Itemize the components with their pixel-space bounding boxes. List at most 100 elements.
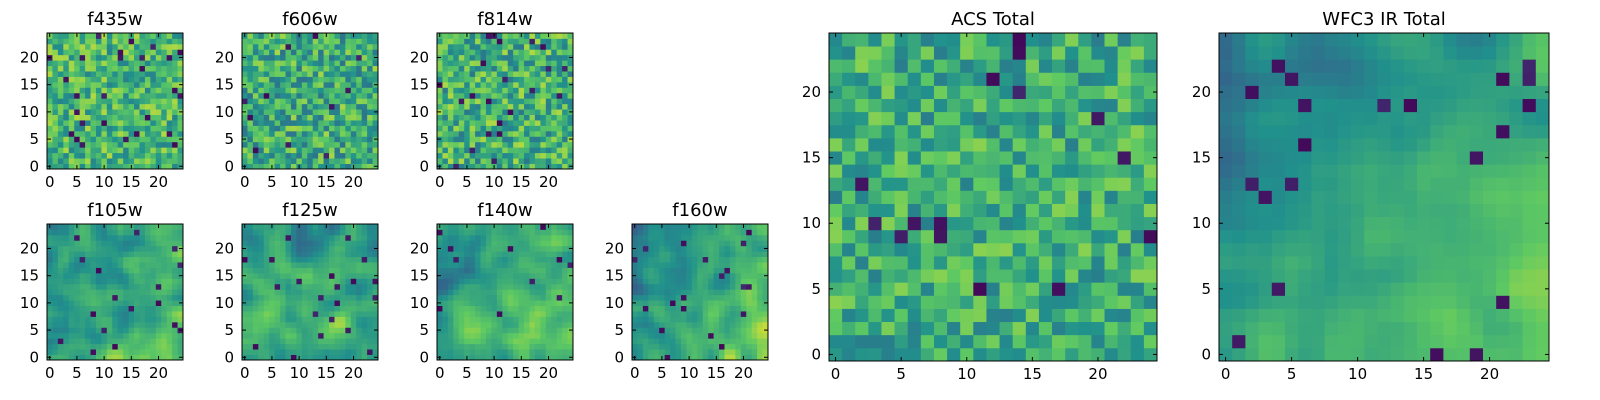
- heatmap-cell: [491, 109, 498, 115]
- heatmap-cell: [345, 103, 352, 110]
- heatmap-cell: [697, 338, 704, 345]
- heatmap-cell: [702, 272, 709, 279]
- heatmap-cell: [894, 347, 909, 362]
- heatmap-cell: [496, 256, 503, 263]
- heatmap-cell: [757, 267, 763, 274]
- heatmap-cell: [947, 256, 961, 270]
- heatmap-cell: [485, 141, 492, 148]
- heatmap-cell: [697, 267, 704, 274]
- heatmap-cell: [464, 289, 471, 296]
- heatmap-cell: [101, 229, 108, 236]
- heatmap-cell: [485, 267, 492, 274]
- heatmap-cell: [567, 256, 574, 263]
- heatmap-cell: [95, 300, 102, 306]
- heatmap-cell: [729, 294, 736, 301]
- heatmap-cell: [57, 300, 64, 306]
- heatmap-cell: [361, 109, 368, 115]
- heatmap-cell: [242, 332, 248, 339]
- heatmap-cell: [648, 289, 655, 296]
- heatmap-cell: [829, 242, 843, 257]
- heatmap-cell: [47, 87, 53, 94]
- heatmap-cell: [475, 125, 481, 132]
- heatmap-cell: [447, 125, 454, 132]
- heatmap-cell: [155, 300, 162, 306]
- heatmap-cell: [361, 114, 368, 121]
- heatmap-cell: [1130, 256, 1145, 270]
- heatmap-cell: [350, 65, 357, 72]
- heatmap-cell: [740, 294, 747, 301]
- heatmap-cell: [128, 262, 135, 268]
- heatmap-cell: [513, 60, 519, 67]
- heatmap-cell: [47, 141, 53, 148]
- heatmap-cell: [442, 283, 449, 290]
- heatmap-cell: [534, 38, 541, 45]
- heatmap-cell: [735, 332, 742, 339]
- heatmap-cell: [166, 289, 173, 296]
- heatmap-cell: [296, 300, 303, 306]
- heatmap-cell: [485, 49, 492, 56]
- heatmap-cell: [513, 71, 519, 77]
- heatmap-cell: [713, 349, 720, 355]
- heatmap-cell: [551, 343, 558, 350]
- heatmap-cell: [63, 278, 70, 285]
- heatmap-cell: [258, 65, 265, 72]
- heatmap-cell: [735, 278, 742, 285]
- heatmap-cell: [447, 109, 454, 115]
- heatmap-cell: [323, 130, 330, 137]
- heatmap-cell: [155, 229, 162, 236]
- heatmap-cell: [274, 158, 281, 164]
- heatmap-cell: [247, 229, 254, 236]
- heatmap-cell: [123, 136, 129, 143]
- heatmap-cell: [680, 354, 687, 361]
- heatmap-cell: [307, 343, 314, 350]
- heatmap-cell: [350, 103, 357, 110]
- heatmap-cell: [464, 43, 471, 50]
- heatmap-cell: [442, 120, 449, 126]
- heatmap-cell: [301, 305, 308, 312]
- heatmap-cell: [290, 338, 297, 345]
- heatmap-cell: [518, 343, 525, 350]
- heatmap-cell: [1104, 282, 1119, 296]
- heatmap-cell: [134, 147, 140, 154]
- heatmap-cell: [258, 33, 265, 39]
- heatmap-cell: [247, 245, 254, 252]
- heatmap-cell: [134, 33, 140, 39]
- heatmap-cell: [79, 272, 86, 279]
- y-tick-label: 5: [29, 130, 39, 148]
- heatmap-cell: [155, 158, 162, 164]
- heatmap-cell: [464, 92, 471, 99]
- heatmap-cell: [437, 294, 443, 301]
- heatmap-cell: [496, 272, 503, 279]
- heatmap-cell: [1025, 347, 1040, 362]
- heatmap-cell: [301, 147, 308, 154]
- heatmap-cell: [63, 224, 70, 230]
- heatmap-cell: [247, 256, 254, 263]
- heatmap-cell: [74, 38, 81, 45]
- heatmap-cell: [757, 294, 763, 301]
- heatmap-cell: [74, 267, 81, 274]
- heatmap-cell: [247, 152, 254, 159]
- heatmap-cell: [307, 147, 314, 154]
- heatmap-cell: [242, 125, 248, 132]
- heatmap-cell: [296, 294, 303, 301]
- heatmap-cell: [691, 278, 698, 285]
- heatmap-cell: [367, 60, 373, 67]
- heatmap-cell: [172, 38, 178, 45]
- heatmap-cell: [144, 98, 151, 105]
- heatmap-cell: [491, 136, 498, 143]
- heatmap-cell: [458, 343, 465, 350]
- heatmap-cell: [112, 141, 119, 148]
- heatmap-cell: [166, 283, 173, 290]
- heatmap-cell: [518, 332, 525, 339]
- heatmap-cell: [713, 327, 720, 334]
- heatmap-cell: [172, 224, 178, 230]
- heatmap-cell: [144, 278, 151, 285]
- heatmap-cell: [697, 349, 704, 355]
- heatmap-cell: [323, 349, 330, 355]
- heatmap-cell: [269, 332, 276, 339]
- heatmap-cell: [95, 343, 102, 350]
- heatmap-cell: [534, 60, 541, 67]
- heatmap-cell: [562, 300, 568, 306]
- heatmap-cell: [1104, 190, 1119, 204]
- heatmap-cell: [556, 54, 563, 61]
